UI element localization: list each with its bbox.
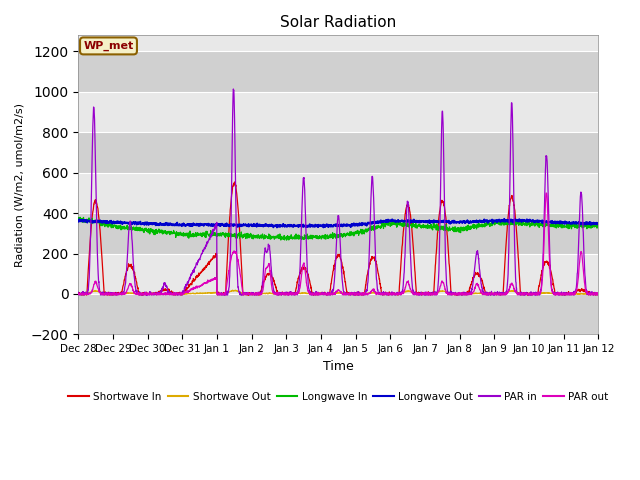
Title: Solar Radiation: Solar Radiation [280, 15, 396, 30]
Bar [78, 213, 598, 253]
Bar [78, 51, 598, 92]
Bar [78, 173, 598, 213]
Bar [78, 92, 598, 132]
Bar [78, 132, 598, 173]
Y-axis label: Radiation (W/m2, umol/m2/s): Radiation (W/m2, umol/m2/s) [15, 103, 25, 267]
Text: WP_met: WP_met [83, 41, 134, 51]
Bar [78, 294, 598, 335]
X-axis label: Time: Time [323, 360, 354, 372]
Legend: Shortwave In, Shortwave Out, Longwave In, Longwave Out, PAR in, PAR out: Shortwave In, Shortwave Out, Longwave In… [64, 387, 613, 406]
Bar [78, 253, 598, 294]
